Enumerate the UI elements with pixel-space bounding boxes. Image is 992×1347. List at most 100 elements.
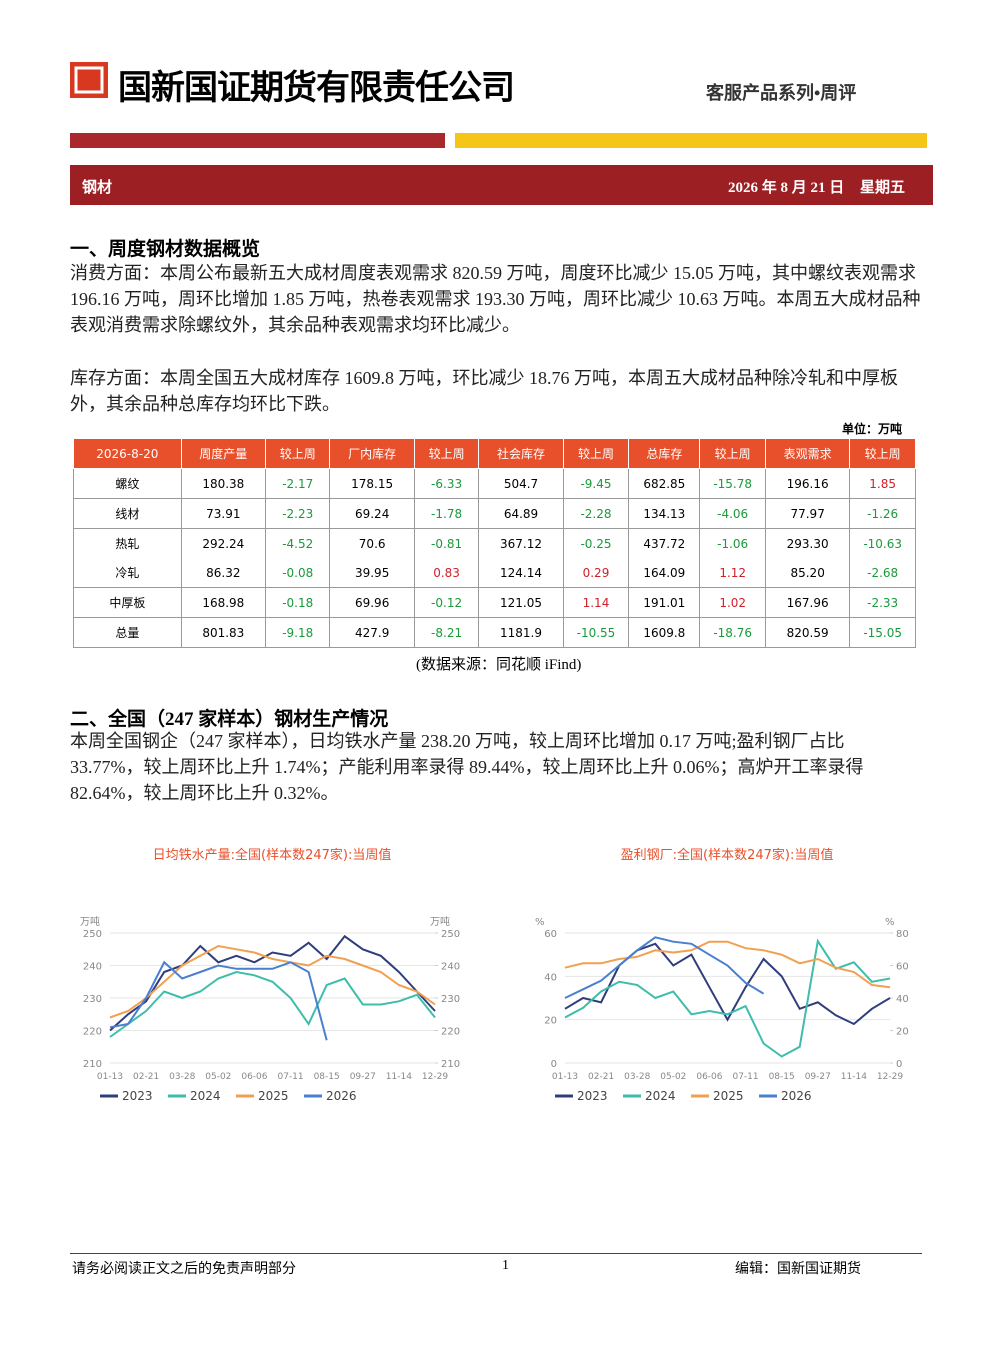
x-tick-label: 06-06 xyxy=(696,1072,722,1082)
x-tick-label: 09-27 xyxy=(805,1072,831,1082)
cell: 1181.9 xyxy=(478,617,564,648)
cell: -15.78 xyxy=(699,468,766,499)
table: 2026-8-20 周度产量 较上周 厂内库存 较上周 社会库存 较上周 总库存 较上周 表观需求… xyxy=(73,438,916,648)
page-number: 1 xyxy=(502,1258,509,1273)
cell: 196.16 xyxy=(764,468,851,499)
y2-tick-label: 240 xyxy=(441,962,460,973)
cell: 801.83 xyxy=(180,617,266,648)
cell: -18.76 xyxy=(699,617,766,648)
cell: 86.32 xyxy=(180,558,266,588)
x-tick-label: 08-15 xyxy=(769,1072,795,1082)
category: 钢材 xyxy=(82,180,113,196)
y2-tick-label: 230 xyxy=(441,994,460,1005)
cell: 293.30 xyxy=(764,528,851,558)
y2-tick-label: 20 xyxy=(896,1027,909,1038)
source: (数据来源：同花顺 iFind) xyxy=(416,657,582,673)
cell: 504.7 xyxy=(478,468,564,499)
y2-unit: % xyxy=(885,917,895,928)
cell: 820.59 xyxy=(764,617,851,648)
cell: -9.18 xyxy=(264,617,331,648)
paragraph: 消费方面：本周公布最新五大成材周度表观需求 820.59 万吨，周度环比减少 1… xyxy=(70,263,921,335)
cell: -2.68 xyxy=(849,558,916,588)
cell: -8.21 xyxy=(413,617,480,648)
cell: 682.85 xyxy=(628,468,701,499)
cell: 164.09 xyxy=(628,558,701,588)
x-tick-label: 07-11 xyxy=(732,1072,758,1082)
bar xyxy=(455,133,927,148)
cell: 69.24 xyxy=(329,498,415,529)
header-cell: 较上周 xyxy=(264,438,331,469)
bar xyxy=(70,133,445,148)
line xyxy=(564,940,891,989)
cell: -2.33 xyxy=(849,587,916,618)
band: 钢材 2026 年 8 月 21 日 星期五 xyxy=(70,165,933,205)
cell: 167.96 xyxy=(764,587,851,618)
cell: -0.81 xyxy=(413,528,480,558)
cell: 427.9 xyxy=(329,617,415,648)
cell: 螺纹 xyxy=(73,468,182,499)
y2-tick-label: 0 xyxy=(896,1059,902,1070)
y2-tick-label: 250 xyxy=(441,929,460,940)
cell: 73.91 xyxy=(180,498,266,529)
legend-label: 2023 xyxy=(577,1089,608,1103)
legend-label: 2025 xyxy=(258,1089,289,1103)
cell: 0.83 xyxy=(413,558,480,588)
y-tick-label: 220 xyxy=(83,1027,102,1038)
y2-tick-label: 220 xyxy=(441,1027,460,1038)
y-unit: % xyxy=(535,917,545,928)
header-cell: 较上周 xyxy=(413,438,480,469)
x-tick-label: 06-06 xyxy=(241,1072,267,1082)
cell: -2.17 xyxy=(264,468,331,499)
cell: 热轧 xyxy=(73,528,182,558)
cell: 1.02 xyxy=(699,587,766,618)
x-tick-label: 05-02 xyxy=(660,1072,686,1082)
line xyxy=(109,944,436,1019)
footer-line xyxy=(70,1253,922,1254)
y-tick-label: 40 xyxy=(544,972,557,983)
x-tick-label: 03-28 xyxy=(169,1072,195,1082)
cell: -4.52 xyxy=(264,528,331,558)
unit: 单位：万吨 xyxy=(842,422,903,436)
cell: 线材 xyxy=(73,498,182,529)
footer-right: 编辑：国新国证期货 xyxy=(735,1262,861,1277)
header-cell: 较上周 xyxy=(562,438,630,469)
cell: 64.89 xyxy=(478,498,564,529)
line xyxy=(564,938,891,1058)
row: 螺纹 180.38 -2.17 178.15 -6.33 504.7 -9.45 682.85… xyxy=(73,468,916,499)
y-tick-label: 240 xyxy=(83,962,102,973)
section-title: 二、全国（247 家样本）钢材生产情况 xyxy=(70,709,389,730)
cell: 168.98 xyxy=(180,587,266,618)
y2-unit: 万吨 xyxy=(430,915,450,928)
cell: 77.97 xyxy=(764,498,851,529)
weekday: 星期五 xyxy=(860,180,906,196)
cell: -10.63 xyxy=(849,528,916,558)
cell: 0.29 xyxy=(562,558,630,588)
cell: 367.12 xyxy=(478,528,564,558)
header-cell: 较上周 xyxy=(699,438,766,469)
line xyxy=(109,970,436,1038)
header-cell: 较上周 xyxy=(849,438,916,469)
row: 总量 801.83 -9.18 427.9 -8.21 1181.9 -10.55 1609.… xyxy=(73,617,916,648)
y-unit: 万吨 xyxy=(80,915,100,928)
y-tick-label: 20 xyxy=(544,1016,557,1027)
cell: -2.23 xyxy=(264,498,331,529)
cell: 1.12 xyxy=(699,558,766,588)
header-cell: 2026-8-20 xyxy=(73,438,182,469)
legend-label: 2025 xyxy=(713,1089,744,1103)
x-tick-label: 12-29 xyxy=(422,1072,448,1082)
legend-label: 2026 xyxy=(781,1089,812,1103)
paragraph: 本周全国钢企（247 家样本），日均铁水产量 238.20 万吨，较上周环比增加… xyxy=(70,731,864,803)
y2-tick-label: 40 xyxy=(896,994,909,1005)
y-tick-label: 60 xyxy=(544,929,557,940)
logo xyxy=(70,62,108,98)
x-tick-label: 05-02 xyxy=(205,1072,231,1082)
y-tick-label: 210 xyxy=(83,1059,102,1070)
header-cell: 厂内库存 xyxy=(329,438,415,469)
cell: -6.33 xyxy=(413,468,480,499)
header-cell: 社会库存 xyxy=(478,438,564,469)
x-tick-label: 02-21 xyxy=(133,1072,159,1082)
header-cell: 表观需求 xyxy=(764,438,851,469)
chart: 盈利钢厂:全国(样本数247家):当周值% % 0 20 40 60 0 20 40 60 80 01… xyxy=(535,847,909,1103)
x-tick-label: 03-28 xyxy=(624,1072,650,1082)
